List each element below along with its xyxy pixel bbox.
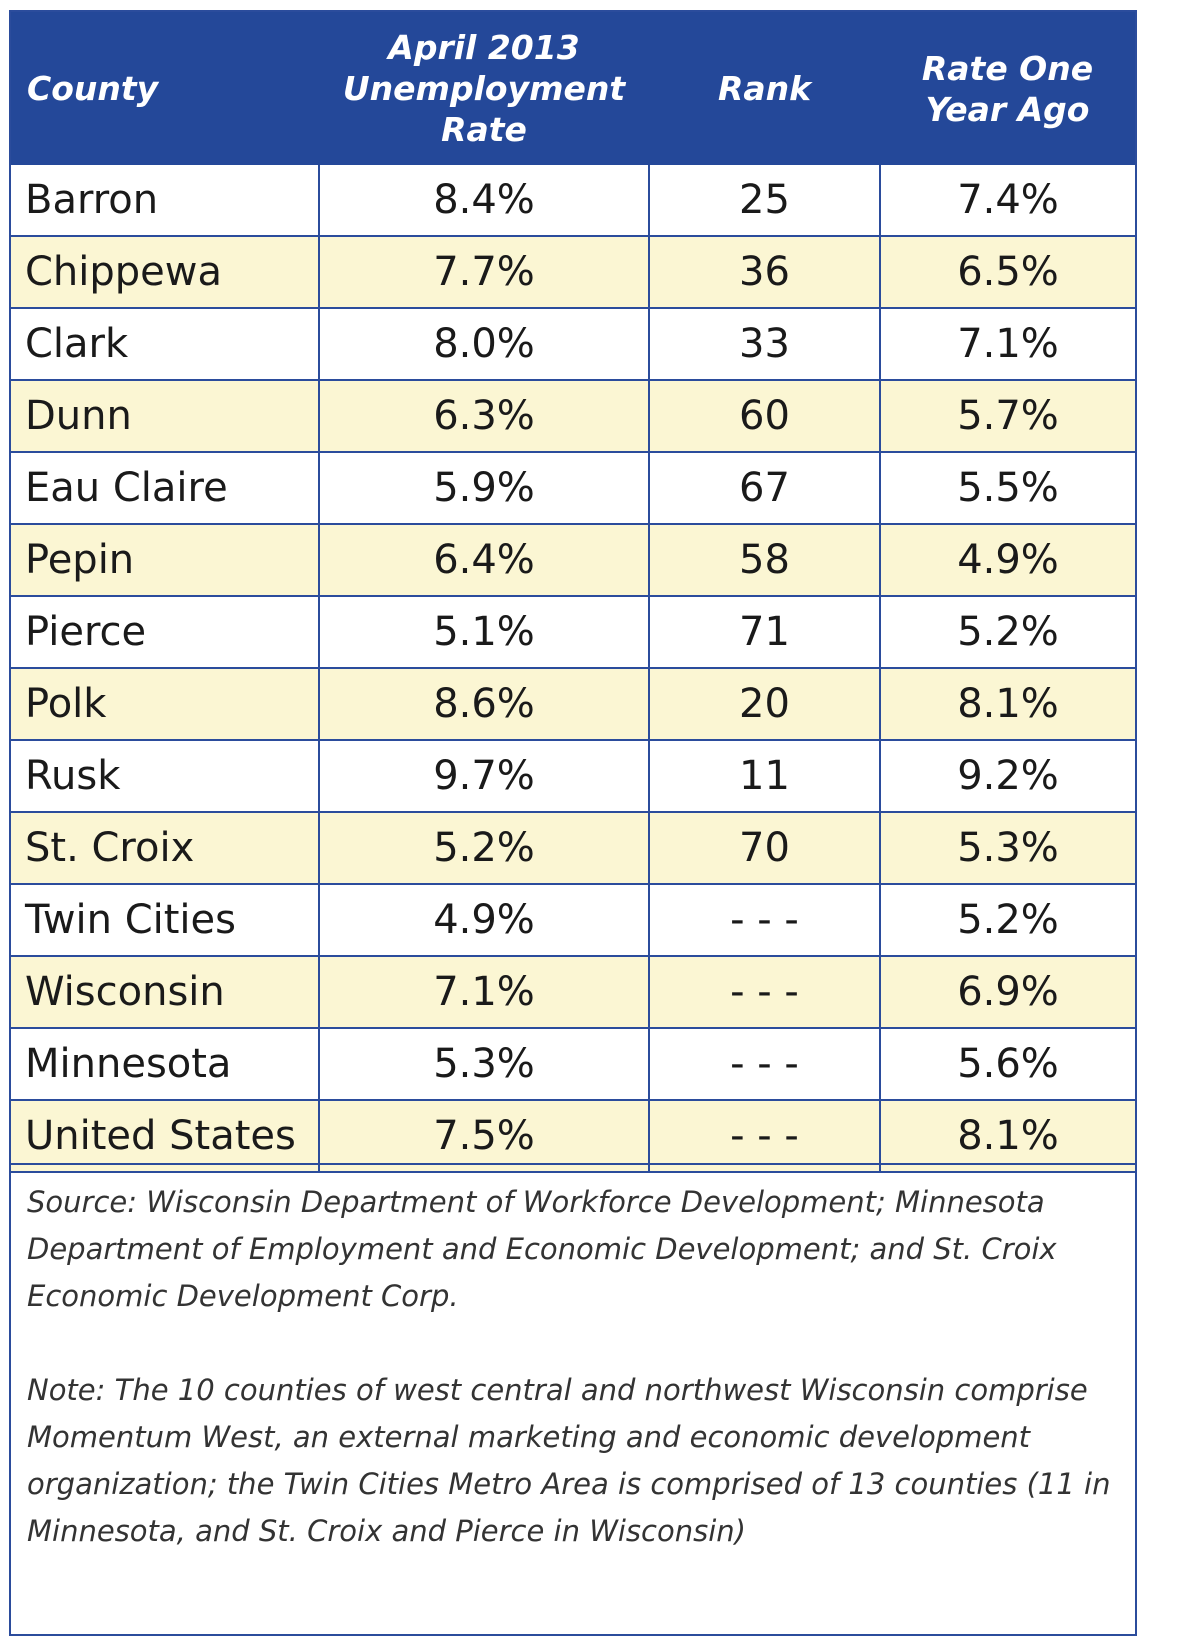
- table-row: Eau Claire 5.9% 67 5.5%: [11, 451, 1135, 525]
- rank-cell: 25: [648, 165, 881, 237]
- header-rate-one-year-ago: Rate One Year Ago: [880, 12, 1135, 165]
- county-cell: St. Croix: [11, 811, 320, 885]
- rank-cell: 70: [648, 811, 881, 885]
- rank-cell: 58: [648, 523, 881, 597]
- rank-cell: 33: [648, 307, 881, 381]
- county-cell: Eau Claire: [11, 451, 320, 525]
- source-note: Source: Wisconsin Department of Workforc…: [27, 1185, 1057, 1313]
- prior-rate-cell: 7.1%: [879, 307, 1135, 381]
- april-rate-cell: 5.1%: [318, 595, 650, 669]
- header-prior-rate-line: Year Ago: [925, 89, 1090, 129]
- county-cell: Pierce: [11, 595, 320, 669]
- prior-rate-cell: 5.7%: [879, 379, 1135, 453]
- april-rate-cell: 8.0%: [318, 307, 650, 381]
- april-rate-cell: 9.7%: [318, 739, 650, 813]
- april-rate-cell: 7.5%: [318, 1099, 650, 1173]
- header-county: County: [11, 12, 319, 165]
- table-row: United States 7.5% - - -8.1%: [11, 1099, 1135, 1173]
- table-row: Pepin 6.4% 58 4.9%: [11, 523, 1135, 597]
- header-april-rate-line: Unemployment: [342, 69, 626, 108]
- april-rate-cell: 7.1%: [318, 955, 650, 1029]
- table-row: Chippewa 7.7% 36 6.5%: [11, 235, 1135, 309]
- header-april-rate-line: April 2013: [388, 28, 580, 67]
- table-row: Minnesota 5.3% - - -5.6%: [11, 1027, 1135, 1101]
- prior-rate-cell: 5.2%: [879, 595, 1135, 669]
- header-row: County April 2013 Unemployment Rate Rank…: [11, 12, 1135, 165]
- prior-rate-cell: 7.4%: [879, 165, 1135, 237]
- table-row: Wisconsin 7.1% - - -6.9%: [11, 955, 1135, 1029]
- april-rate-cell: 8.4%: [318, 165, 650, 237]
- april-rate-cell: 6.4%: [318, 523, 650, 597]
- table-row: Rusk 9.7% 11 9.2%: [11, 739, 1135, 813]
- prior-rate-cell: 8.1%: [879, 1099, 1135, 1173]
- rank-cell: 36: [648, 235, 881, 309]
- prior-rate-cell: 5.5%: [879, 451, 1135, 525]
- table-row: Pierce 5.1% 71 5.2%: [11, 595, 1135, 669]
- explanatory-note: Note: The 10 counties of west central an…: [27, 1373, 1111, 1548]
- april-rate-cell: 5.2%: [318, 811, 650, 885]
- prior-rate-cell: 4.9%: [879, 523, 1135, 597]
- county-cell: Clark: [11, 307, 320, 381]
- prior-rate-cell: 9.2%: [879, 739, 1135, 813]
- rank-cell: 71: [648, 595, 881, 669]
- county-cell: Pepin: [11, 523, 320, 597]
- table-row: Polk 8.6% 20 8.1%: [11, 667, 1135, 741]
- table-row: Barron 8.4% 25 7.4%: [11, 165, 1135, 237]
- county-cell: Barron: [11, 165, 320, 237]
- county-cell: Polk: [11, 667, 320, 741]
- prior-rate-cell: 6.9%: [879, 955, 1135, 1029]
- prior-rate-cell: 5.3%: [879, 811, 1135, 885]
- table-row: Dunn 6.3% 60 5.7%: [11, 379, 1135, 453]
- footnotes: Source: Wisconsin Department of Workforc…: [11, 1163, 1135, 1634]
- table-row: Twin Cities 4.9% - - -5.2%: [11, 883, 1135, 957]
- county-cell: Dunn: [11, 379, 320, 453]
- april-rate-cell: 6.3%: [318, 379, 650, 453]
- county-cell: Wisconsin: [11, 955, 320, 1029]
- rank-cell: 11: [648, 739, 881, 813]
- april-rate-cell: 4.9%: [318, 883, 650, 957]
- rank-cell: 60: [648, 379, 881, 453]
- unemployment-table: County April 2013 Unemployment Rate Rank…: [11, 12, 1135, 1173]
- prior-rate-cell: 5.6%: [879, 1027, 1135, 1101]
- table-row: Clark 8.0% 33 7.1%: [11, 307, 1135, 381]
- prior-rate-cell: 5.2%: [879, 883, 1135, 957]
- table-row: St. Croix 5.2% 70 5.3%: [11, 811, 1135, 885]
- rank-cell: - - -: [648, 955, 881, 1029]
- county-cell: Minnesota: [11, 1027, 320, 1101]
- county-cell: Rusk: [11, 739, 320, 813]
- county-cell: Chippewa: [11, 235, 320, 309]
- county-cell: Twin Cities: [11, 883, 320, 957]
- rank-cell: - - -: [648, 1099, 881, 1173]
- april-rate-cell: 8.6%: [318, 667, 650, 741]
- header-rank: Rank: [649, 12, 880, 165]
- header-april-rate-line: Rate: [441, 110, 527, 149]
- prior-rate-cell: 6.5%: [879, 235, 1135, 309]
- april-rate-cell: 5.9%: [318, 451, 650, 525]
- april-rate-cell: 7.7%: [318, 235, 650, 309]
- rank-cell: 67: [648, 451, 881, 525]
- rank-cell: 20: [648, 667, 881, 741]
- prior-rate-cell: 8.1%: [879, 667, 1135, 741]
- rank-cell: - - -: [648, 1027, 881, 1101]
- header-prior-rate-line: Rate One: [921, 48, 1094, 88]
- rank-cell: - - -: [648, 883, 881, 957]
- county-cell: United States: [11, 1099, 320, 1173]
- unemployment-table-card: County April 2013 Unemployment Rate Rank…: [9, 10, 1137, 1636]
- header-april-rate: April 2013 Unemployment Rate: [319, 12, 649, 165]
- april-rate-cell: 5.3%: [318, 1027, 650, 1101]
- table-body: Barron 8.4% 25 7.4% Chippewa 7.7% 36 6.5% Clark 8…: [11, 165, 1135, 1173]
